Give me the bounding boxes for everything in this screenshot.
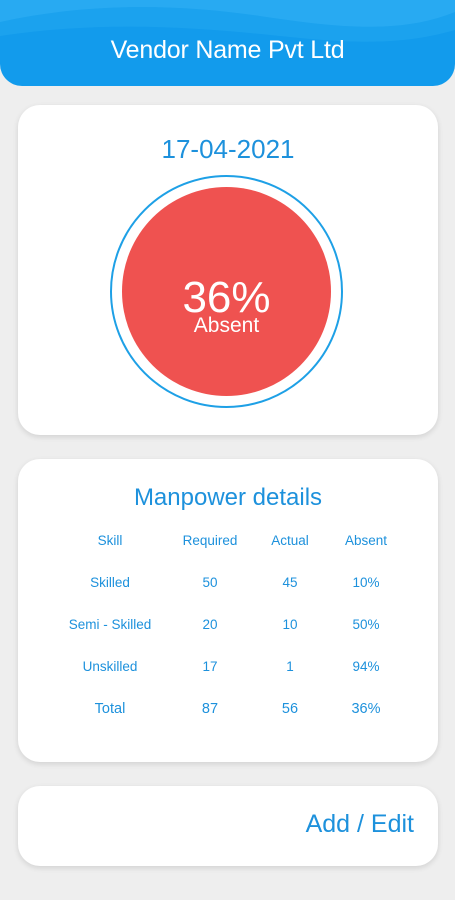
table-cell-absent: 10% [352, 575, 380, 590]
app-header: Vendor Name Pvt Ltd [0, 0, 455, 86]
table-row-skilled: Skilled 50 45 10% [18, 573, 438, 593]
total-required: 87 [201, 701, 219, 717]
total-actual: 56 [281, 701, 299, 717]
table-cell-required: 17 [202, 659, 218, 674]
table-row-unskilled: Unskilled 17 1 94% [18, 657, 438, 677]
table-row-total: Total 87 56 36% [18, 699, 438, 719]
add-edit-button[interactable]: Add / Edit [305, 810, 414, 838]
total-absent: 36% [351, 701, 381, 717]
table-cell-skill: Semi - Skilled [68, 617, 152, 632]
attendance-summary-card: 17-04-2021 36% Absent [18, 105, 438, 435]
table-cell-absent: 50% [352, 617, 380, 632]
absent-percent-label: Absent [193, 314, 260, 337]
table-cell-required: 50 [202, 575, 218, 590]
table-header-row: Skill Required Actual Absent [18, 531, 438, 551]
manpower-details-title: Manpower details [133, 484, 323, 511]
table-cell-actual: 10 [282, 617, 298, 632]
table-cell-absent: 94% [352, 659, 380, 674]
table-cell-skill: Skilled [90, 575, 130, 590]
summary-date: 17-04-2021 [161, 134, 295, 164]
column-header-required: Required [182, 533, 238, 548]
add-edit-card[interactable]: Add / Edit [18, 786, 438, 866]
table-row-semi-skilled: Semi - Skilled 20 10 50% [18, 615, 438, 635]
table-cell-skill: Unskilled [82, 659, 138, 674]
header-wave-decoration [0, 0, 455, 42]
vendor-name-title: Vendor Name Pvt Ltd [110, 36, 345, 64]
manpower-details-card: Manpower details Skill Required Actual A… [18, 459, 438, 762]
column-header-actual: Actual [271, 533, 309, 548]
total-label: Total [94, 701, 126, 717]
column-header-absent: Absent [344, 533, 388, 548]
table-cell-actual: 45 [282, 575, 298, 590]
table-cell-required: 20 [202, 617, 218, 632]
absent-percent-circle: 36% Absent [122, 187, 331, 396]
absent-ring: 36% Absent [110, 175, 343, 408]
absent-percent-value: 36% [182, 273, 271, 322]
table-cell-actual: 1 [286, 659, 294, 674]
column-header-skill: Skill [97, 533, 123, 548]
